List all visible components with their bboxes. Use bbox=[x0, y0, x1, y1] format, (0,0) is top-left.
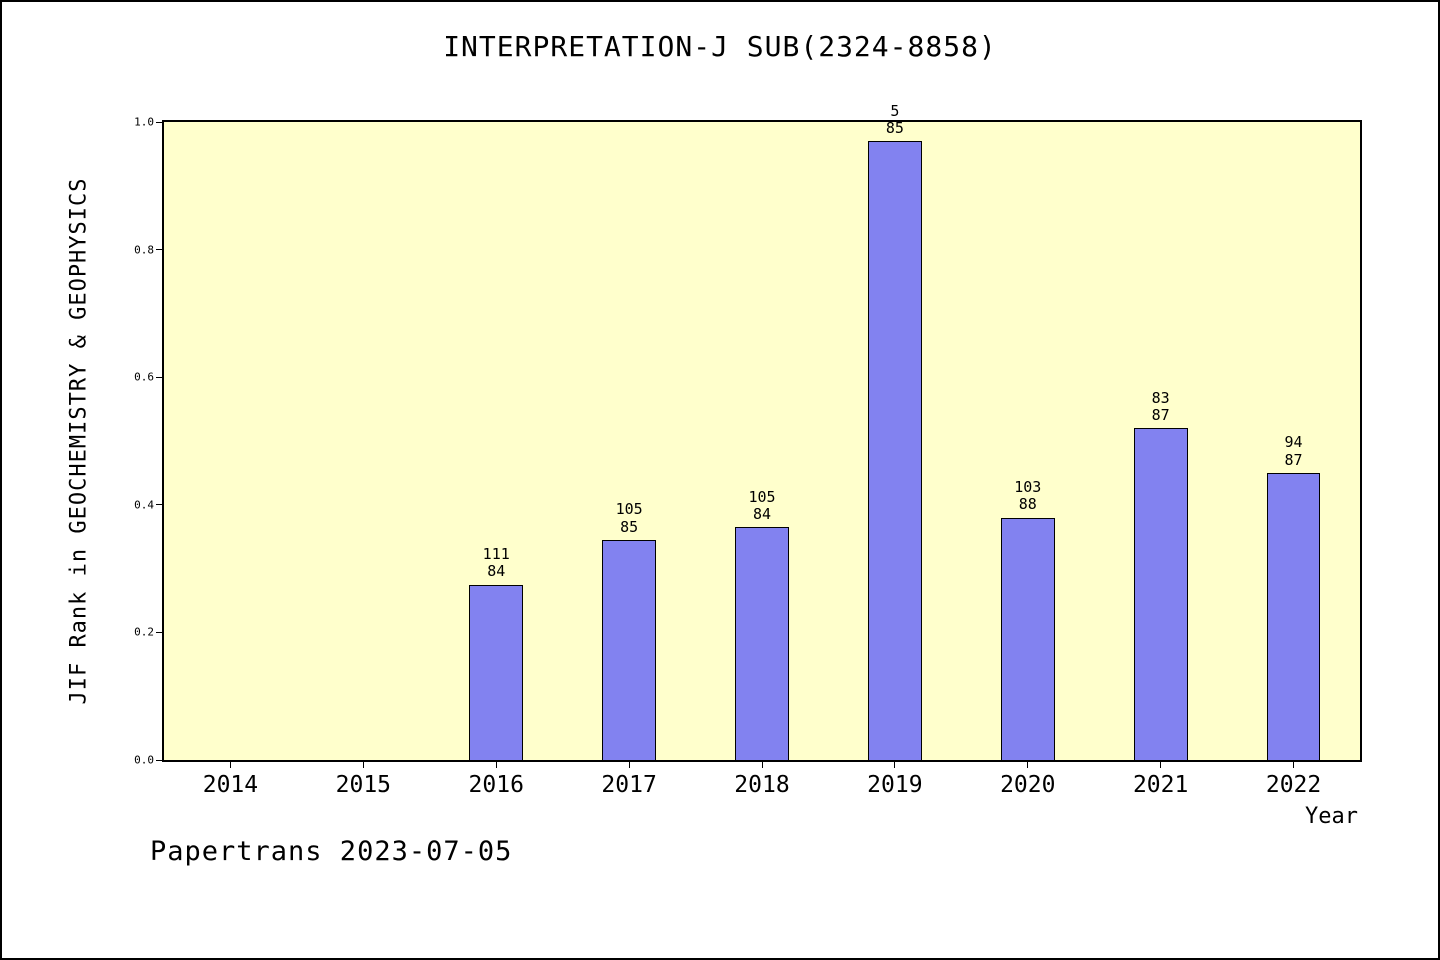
y-tick-0.6 bbox=[156, 376, 164, 378]
bar-label-2020: 103 88 bbox=[1014, 478, 1042, 514]
x-tick-label-2019: 2019 bbox=[867, 772, 923, 798]
bar-label-2019: 5 85 bbox=[885, 101, 904, 137]
x-tick-2018 bbox=[761, 760, 763, 768]
bar-label-2016: 111 84 bbox=[482, 545, 510, 581]
bar-label-2018: 105 84 bbox=[748, 487, 776, 523]
x-tick-label-2015: 2015 bbox=[335, 772, 392, 798]
chart-title: INTERPRETATION-J SUB(2324-8858) bbox=[443, 30, 997, 63]
x-tick-label-2018: 2018 bbox=[734, 772, 790, 798]
x-tick-2017 bbox=[628, 760, 630, 768]
x-tick-2021 bbox=[1160, 760, 1162, 768]
y-tick-label-0.6: 0.6 bbox=[134, 370, 154, 384]
y-axis-label: JIF Rank in GEOCHEMISTRY & GEOPHYSICS bbox=[66, 177, 92, 705]
x-tick-2019 bbox=[894, 760, 896, 768]
x-tick-label-2020: 2020 bbox=[1000, 772, 1056, 798]
bar-label-2021: 83 87 bbox=[1151, 388, 1170, 424]
x-tick-label-2022: 2022 bbox=[1265, 772, 1322, 798]
y-tick-0.0 bbox=[156, 759, 164, 761]
footer-text: Papertrans 2023-07-05 bbox=[150, 836, 513, 867]
bar-label-2022: 94 87 bbox=[1284, 433, 1303, 469]
y-tick-label-0.0: 0.0 bbox=[134, 753, 154, 767]
x-tick-2022 bbox=[1293, 760, 1295, 768]
x-tick-2016 bbox=[495, 760, 497, 768]
y-tick-label-0.8: 0.8 bbox=[134, 243, 154, 257]
y-tick-1.0 bbox=[156, 121, 164, 123]
bar-2018 bbox=[735, 527, 789, 760]
bar-2016 bbox=[469, 584, 524, 760]
y-tick-label-1.0: 1.0 bbox=[134, 115, 154, 129]
x-tick-label-2014: 2014 bbox=[202, 772, 259, 798]
bar-2021 bbox=[1133, 428, 1188, 760]
x-tick-label-2021: 2021 bbox=[1132, 772, 1189, 798]
bar-2019 bbox=[867, 141, 922, 760]
y-tick-0.8 bbox=[156, 249, 164, 251]
y-tick-0.2 bbox=[156, 631, 164, 633]
x-tick-2020 bbox=[1027, 760, 1029, 768]
bar-2017 bbox=[602, 539, 656, 760]
bar-label-2017: 105 85 bbox=[615, 500, 643, 536]
x-tick-label-2017: 2017 bbox=[601, 772, 657, 798]
x-tick-label-2016: 2016 bbox=[468, 772, 524, 798]
y-tick-label-0.4: 0.4 bbox=[134, 498, 154, 512]
bar-2022 bbox=[1266, 472, 1321, 760]
x-tick-2014 bbox=[229, 760, 231, 768]
x-axis-label: Year bbox=[1305, 804, 1358, 829]
y-tick-label-0.2: 0.2 bbox=[134, 625, 154, 639]
y-tick-0.4 bbox=[156, 504, 164, 506]
bar-2020 bbox=[1000, 517, 1055, 760]
plot-area: JIF Rank in GEOCHEMISTRY & GEOPHYSICS Ye… bbox=[67, 102, 1362, 829]
x-tick-2015 bbox=[362, 760, 364, 768]
